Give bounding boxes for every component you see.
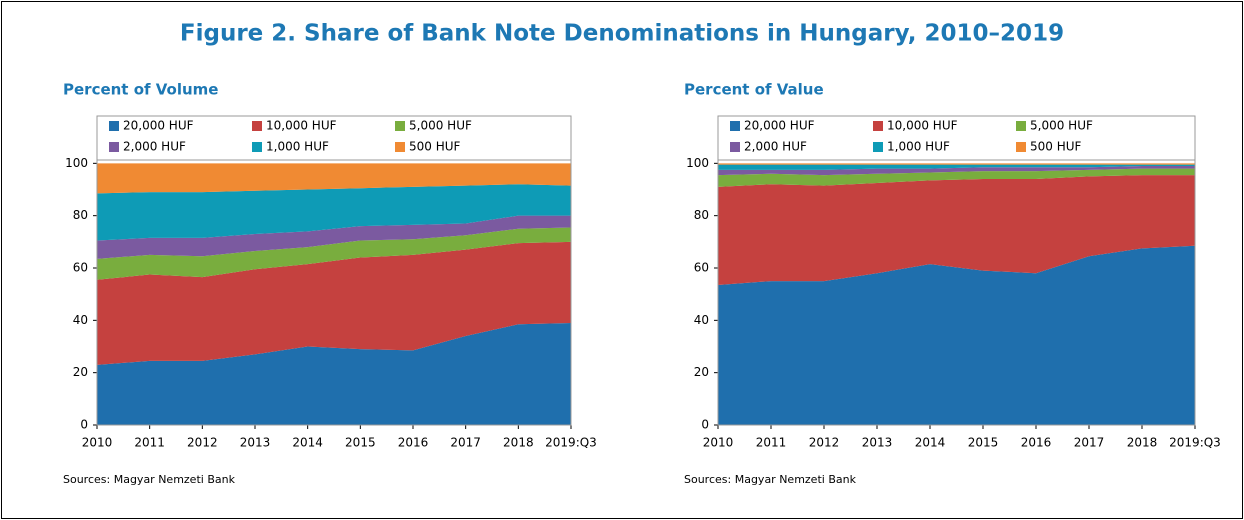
x-tick-label: 2015 [968,436,999,450]
y-tick-label: 20 [694,365,709,379]
legend-swatch [730,121,740,131]
area [97,241,571,365]
area [718,163,1195,165]
y-tick-label: 80 [694,208,709,222]
source-note: Sources: Magyar Nemzeti Bank [684,473,857,486]
x-tick-label: 2015 [345,436,376,450]
legend-swatch [109,121,119,131]
legend-label: 10,000 HUF [887,119,958,133]
legend-swatch [109,142,119,152]
y-tick-label: 60 [73,261,88,275]
legend-swatch [873,121,883,131]
legend-label: 1,000 HUF [887,140,950,154]
y-tick-label: 80 [73,208,88,222]
area [718,245,1195,425]
y-tick-label: 40 [694,313,709,327]
x-tick-label: 2011 [756,436,787,450]
chart-title: Percent of Volume [63,81,218,99]
area [97,163,571,194]
legend-box [96,115,572,161]
x-tick-label: 2018 [1127,436,1158,450]
legend-swatch [873,142,883,152]
legend-label: 500 HUF [1030,140,1082,154]
legend-label: 20,000 HUF [744,119,815,133]
area [97,215,571,259]
area [718,165,1195,176]
area [97,227,571,280]
y-tick-label: 100 [686,156,709,170]
area [718,168,1195,187]
area [718,164,1195,170]
x-tick-label: 2017 [450,436,481,450]
legend-label: 500 HUF [409,140,461,154]
y-tick-label: 60 [694,261,709,275]
y-tick-label: 0 [701,418,709,432]
x-tick-label: 2013 [240,436,271,450]
x-tick-label: 2010 [82,436,113,450]
legend-swatch [1016,142,1026,152]
legend-label: 10,000 HUF [266,119,337,133]
figure-title: Figure 2. Share of Bank Note Denominatio… [180,21,1064,47]
legend-swatch [252,121,262,131]
x-tick-label: 2011 [134,436,165,450]
x-tick-label: 2018 [503,436,534,450]
legend-box [717,115,1196,161]
legend-label: 1,000 HUF [266,140,329,154]
x-tick-label: 2019:Q3 [545,436,597,450]
legend-label: 5,000 HUF [1030,119,1093,133]
area [718,175,1195,286]
x-tick-label: 2014 [292,436,323,450]
legend-swatch [395,121,405,131]
x-tick-label: 2016 [398,436,429,450]
y-tick-label: 20 [73,365,88,379]
legend-swatch [730,142,740,152]
x-tick-label: 2016 [1021,436,1052,450]
y-tick-label: 100 [65,156,88,170]
legend-label: 5,000 HUF [409,119,472,133]
x-tick-label: 2012 [187,436,218,450]
y-tick-label: 0 [80,418,88,432]
legend-label: 2,000 HUF [123,140,186,154]
x-tick-label: 2010 [703,436,734,450]
x-tick-label: 2013 [862,436,893,450]
legend-label: 2,000 HUF [744,140,807,154]
legend-label: 20,000 HUF [123,119,194,133]
area [97,184,571,241]
legend-swatch [1016,121,1026,131]
x-tick-label: 2019:Q3 [1169,436,1221,450]
x-tick-label: 2012 [809,436,840,450]
x-tick-label: 2014 [915,436,946,450]
source-note: Sources: Magyar Nemzeti Bank [63,473,236,486]
area [97,322,571,425]
y-tick-label: 40 [73,313,88,327]
legend-swatch [395,142,405,152]
chart-title: Percent of Value [684,81,824,99]
x-tick-label: 2017 [1074,436,1105,450]
legend-swatch [252,142,262,152]
